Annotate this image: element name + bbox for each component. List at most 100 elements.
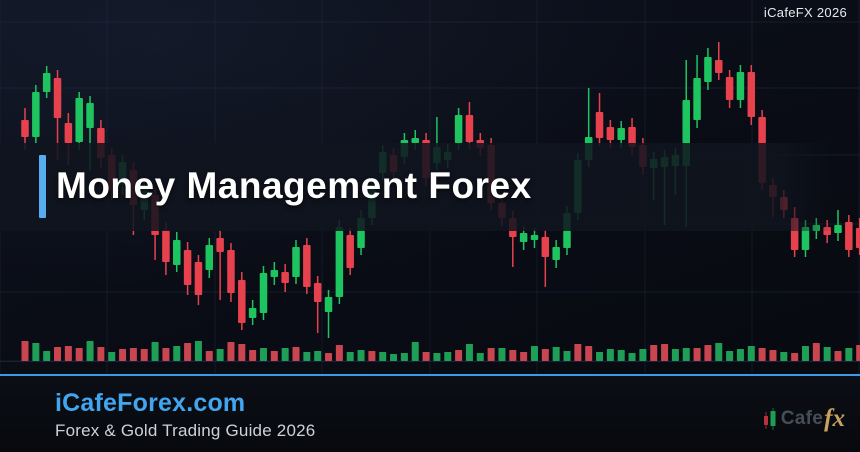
volume-bar — [574, 344, 582, 361]
candle-body — [75, 98, 83, 142]
candle-body — [21, 120, 29, 137]
candle-body — [313, 283, 322, 302]
volume-bar — [379, 352, 387, 361]
page-title: Money Management Forex — [56, 165, 532, 206]
candle-body — [736, 72, 745, 100]
volume-bar — [411, 342, 419, 361]
candle-body — [194, 262, 203, 295]
candle-body — [725, 77, 734, 100]
volume-bar — [75, 348, 83, 361]
candle-body — [595, 112, 604, 138]
volume-bar — [693, 348, 701, 361]
candle-body — [465, 115, 474, 142]
volume-bar — [43, 351, 51, 361]
candle-body — [216, 238, 224, 252]
candle-body — [693, 78, 701, 120]
volume-bar — [281, 348, 289, 361]
volume-bar — [465, 344, 473, 361]
candle-body — [855, 228, 860, 248]
volume-bar — [736, 349, 744, 361]
candle-body — [617, 128, 625, 140]
candle-body — [335, 227, 344, 297]
volume-bar — [151, 342, 159, 361]
volume-bar — [671, 349, 679, 361]
volume-bar — [856, 345, 860, 361]
candle-body — [32, 92, 40, 137]
candle-body — [346, 235, 354, 268]
top-brand-label: iCafeFX 2026 — [763, 5, 847, 20]
volume-bar — [357, 350, 365, 361]
volume-bar — [184, 343, 192, 361]
candle-body — [834, 225, 842, 233]
volume-bar — [227, 342, 235, 361]
volume-bar — [834, 351, 842, 361]
volume-bar — [682, 348, 690, 361]
volume-bar — [140, 349, 148, 361]
candle-body — [281, 272, 289, 283]
brand-logo: Cafe fx — [763, 406, 845, 431]
volume-bar — [617, 350, 625, 361]
footer-text-block: iCafeForex.com Forex & Gold Trading Guid… — [55, 389, 315, 441]
site-link[interactable]: iCafeForex.com — [55, 389, 246, 417]
volume-bar — [650, 345, 658, 361]
candle-body — [715, 60, 723, 73]
candle-body — [42, 73, 51, 92]
volume-bar — [823, 347, 831, 361]
volume-bar — [433, 353, 441, 361]
volume-bar — [476, 353, 484, 361]
volume-bar — [292, 347, 300, 361]
candle-body — [324, 297, 333, 312]
volume-bar — [173, 346, 181, 361]
volume-bar — [335, 345, 343, 361]
volume-bar — [596, 352, 604, 361]
volume-bar — [628, 353, 636, 361]
footer-tagline: Forex & Gold Trading Guide 2026 — [55, 421, 316, 440]
logo-text-fx: fx — [824, 405, 845, 432]
volume-bar — [769, 350, 777, 361]
title-accent-bar — [39, 155, 46, 218]
candle-body — [86, 103, 94, 128]
volume-bar — [21, 341, 29, 361]
candle-body — [205, 245, 214, 270]
volume-bar — [563, 351, 571, 361]
volume-bar — [520, 352, 528, 361]
volume-bar — [845, 348, 853, 361]
volume-bar — [780, 352, 788, 361]
volume-bar — [498, 348, 506, 361]
volume-bar — [162, 348, 170, 361]
volume-bar — [346, 352, 354, 361]
volume-bar — [97, 347, 105, 361]
candle-body — [552, 247, 560, 260]
volume-bar — [715, 343, 723, 361]
candlestick-logo-icon — [763, 407, 776, 430]
title-band — [0, 143, 834, 231]
candle-body — [606, 127, 615, 140]
candle-body — [704, 57, 712, 82]
volume-bar — [108, 352, 116, 361]
candle-body — [801, 227, 810, 250]
volume-bar — [639, 349, 647, 361]
volume-bar — [303, 352, 311, 361]
candle-body — [53, 78, 62, 118]
volume-bar — [325, 353, 333, 361]
volume-bar — [801, 346, 809, 361]
volume-bar — [64, 346, 72, 361]
candle-body — [541, 237, 550, 257]
volume-bar — [661, 344, 669, 361]
candle-body — [454, 115, 463, 143]
candle-body — [248, 308, 257, 318]
volume-bar — [238, 344, 246, 361]
volume-bar — [368, 351, 376, 361]
candle-body — [270, 270, 279, 277]
logo-text-cafe: Cafe — [780, 407, 824, 429]
volume-bar — [259, 348, 267, 361]
volume-bar — [552, 347, 560, 361]
volume-bar — [455, 350, 463, 361]
candle-body — [628, 127, 636, 147]
volume-bar — [812, 343, 820, 361]
volume-bar — [487, 348, 495, 361]
candle-body — [259, 273, 268, 313]
volume-bar — [509, 350, 517, 361]
volume-bar — [400, 353, 408, 361]
